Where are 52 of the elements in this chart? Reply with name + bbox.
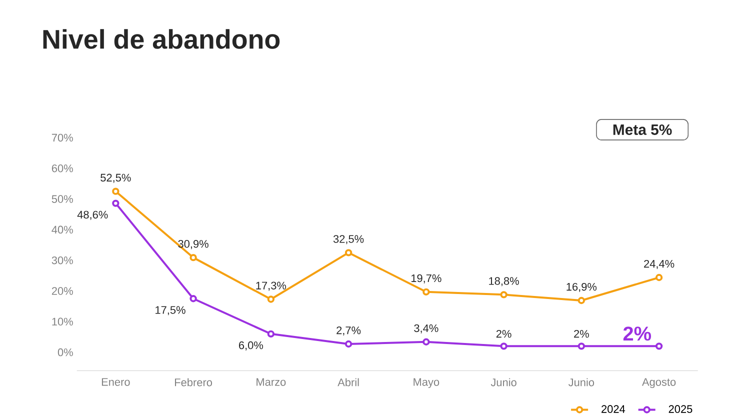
x-tick-label: Abril xyxy=(338,378,359,386)
x-tick-label: Junio xyxy=(568,378,594,386)
point xyxy=(500,342,508,350)
data-label: 17,5% xyxy=(156,306,186,316)
text: Meta 5% xyxy=(613,124,672,135)
y-tick-label: 10% xyxy=(52,318,73,326)
data-label: 24,4% xyxy=(644,260,674,269)
point xyxy=(344,340,352,348)
point xyxy=(112,188,120,195)
x-tick-label: Agosto xyxy=(642,378,676,388)
data-label: 48,6% xyxy=(77,210,108,220)
data-label: 17,3% xyxy=(256,282,286,291)
data-label: 2% xyxy=(496,330,512,338)
data-label: 2% xyxy=(623,326,652,341)
data-label: 19,7% xyxy=(411,274,442,284)
x-tick-label: Junio xyxy=(490,378,516,386)
point xyxy=(655,342,663,350)
y-tick-label: 50% xyxy=(52,195,73,203)
x-tick-label: Mayo xyxy=(414,378,440,388)
data-label: 2% xyxy=(574,330,589,338)
point xyxy=(190,294,197,302)
data-label: 16,9% xyxy=(566,282,597,292)
point xyxy=(267,296,275,303)
x-tick-label: Febrero xyxy=(175,378,212,386)
y-tick-label: 60% xyxy=(52,164,73,172)
legend-label: 2025 xyxy=(668,405,692,413)
x-tick-label: Enero xyxy=(102,378,130,386)
x-tick-label: Marzo xyxy=(256,378,286,386)
point xyxy=(267,330,275,338)
y-tick-label: 70% xyxy=(52,134,73,142)
point xyxy=(422,338,430,346)
y-tick-label: 40% xyxy=(52,226,73,234)
point xyxy=(112,200,120,207)
data-label: 52,5% xyxy=(100,174,131,183)
data-label: 3,4% xyxy=(414,324,438,334)
point xyxy=(344,248,352,256)
point xyxy=(422,288,430,296)
y-tick-label: 20% xyxy=(52,286,73,295)
data-label: 32,5% xyxy=(333,234,364,244)
legend-label: 2024 xyxy=(602,405,626,413)
data-label: 30,9% xyxy=(178,240,208,249)
y-tick-label: 0% xyxy=(58,348,73,356)
chart-title: Nivel de abandono xyxy=(43,28,280,49)
data-label: 18,8% xyxy=(489,276,519,286)
y-tick-label: 30% xyxy=(52,256,73,264)
data-label: 6,0% xyxy=(239,341,264,350)
point xyxy=(578,296,586,304)
point xyxy=(190,254,197,262)
point xyxy=(578,342,586,350)
point xyxy=(500,290,508,298)
point xyxy=(655,274,663,281)
data-label: 2,7% xyxy=(336,326,361,336)
